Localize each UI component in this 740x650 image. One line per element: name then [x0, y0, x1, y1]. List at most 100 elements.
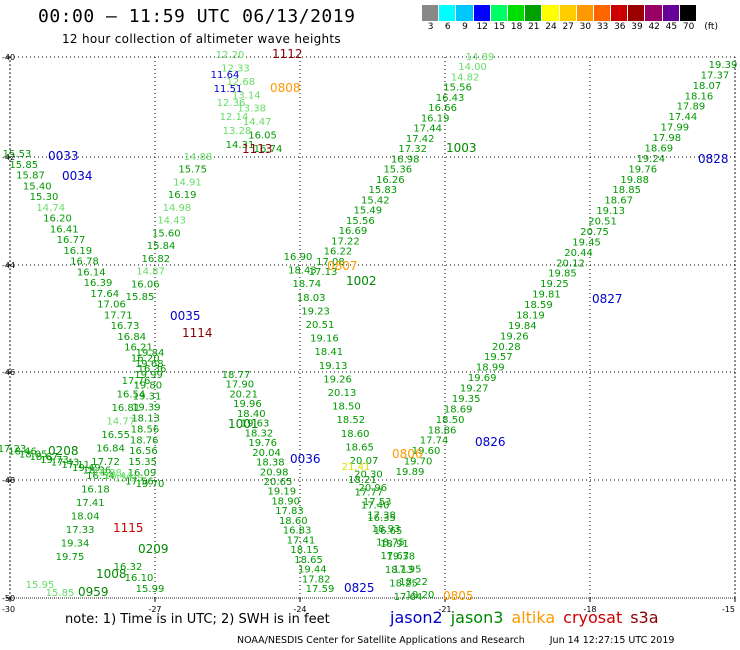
legend-swatch	[473, 5, 491, 21]
swh-value: 17.38	[367, 510, 396, 521]
pass-time-label: 1002	[346, 274, 377, 288]
swh-value: 15.53	[3, 149, 32, 160]
swh-value: 19.44	[298, 565, 327, 576]
swh-value: 18.60	[341, 429, 370, 440]
pass-time-label: 0036	[290, 452, 321, 466]
swh-value: 20.13	[328, 388, 357, 399]
swh-value: 16.35	[367, 513, 396, 524]
swh-value: 14.91	[173, 177, 202, 188]
swh-value: 18.67	[30, 452, 59, 463]
pass-time-label: 0208	[48, 444, 79, 458]
swh-value: 11.51	[214, 84, 243, 95]
swh-value: 16.05	[248, 131, 277, 142]
swh-value: 14.00	[458, 62, 487, 73]
credit-line: NOAA/NESDIS Center for Satellite Applica…	[237, 635, 674, 646]
swh-value: 15.35	[128, 457, 157, 468]
swh-value: 16.56	[129, 446, 158, 457]
swh-value: 16.66	[428, 103, 457, 114]
map-border	[9, 56, 736, 599]
swh-value: 17.06	[97, 300, 126, 311]
swh-value: 17.13	[309, 267, 338, 278]
swh-value: 17.72	[91, 457, 120, 468]
swh-value: 16.20	[131, 353, 160, 364]
swh-value: 13.14	[232, 90, 261, 101]
swh-value: 17.11	[61, 460, 90, 471]
swh-value: 15.95	[26, 580, 55, 591]
swh-value: 16.39	[84, 278, 113, 289]
swh-value: 18.16	[685, 91, 714, 102]
swh-value: 19.81	[532, 290, 561, 301]
legend-swatch	[611, 5, 629, 21]
swh-value: 19.70	[136, 479, 165, 490]
swh-value: 18.50	[436, 415, 465, 426]
swh-value: 16.21	[124, 343, 153, 354]
swh-value: 19.24	[636, 154, 665, 165]
swh-value: 15.36	[383, 165, 412, 176]
swh-value: 12.33	[221, 63, 250, 74]
pass-time-label: 1003	[446, 141, 477, 155]
legend-label: 21	[528, 22, 540, 32]
swh-value: 20.65	[264, 477, 293, 488]
swh-value: 16.77	[57, 235, 86, 246]
swh-value: 19.34	[61, 538, 90, 549]
swh-value: 19.31	[133, 392, 162, 403]
swh-value: 21.41	[342, 462, 371, 473]
swh-value: 18.41	[314, 347, 343, 358]
swh-value: 17.40	[361, 500, 390, 511]
swh-value: 14.82	[451, 72, 480, 83]
swh-value: 19.84	[508, 321, 537, 332]
swh-value: 14.74	[36, 203, 65, 214]
swh-value: 18.05	[19, 449, 48, 460]
swh-value: 19.16	[310, 334, 339, 345]
swh-value: 18.15	[290, 545, 319, 556]
swh-value: 15.49	[354, 206, 383, 217]
color-legend-bar	[422, 5, 697, 21]
pass-time-label: 0806	[392, 447, 423, 461]
swh-value: 20.28	[492, 342, 521, 353]
swh-value: 18.46	[8, 447, 37, 458]
legend-label: 3	[427, 22, 434, 32]
swh-value: 18.76	[130, 435, 159, 446]
legend-label: 42	[648, 22, 660, 32]
swh-value: 18.19	[516, 310, 545, 321]
legend-swatch	[645, 5, 663, 21]
lat-label: -44	[2, 261, 15, 270]
legend-label: 24	[545, 22, 557, 32]
satellite-cryosat: cryosat	[563, 608, 623, 627]
pass-time-label: 0827	[592, 292, 623, 306]
swh-value: 14.77	[106, 417, 135, 428]
swh-value: 14.43	[157, 216, 186, 227]
swh-value: 19.84	[136, 348, 165, 359]
swh-value: 16.10	[125, 573, 154, 584]
swh-value: 16.54	[86, 471, 115, 482]
swh-value: 15.95	[114, 474, 143, 485]
generated-timestamp: Jun 14 12:27:15 UTC 2019	[549, 635, 675, 646]
swh-value: 20.44	[564, 248, 593, 259]
swh-value: 19.96	[233, 399, 262, 410]
swh-value: 15.83	[368, 185, 397, 196]
swh-value: 18.52	[336, 415, 365, 426]
swh-value: 18.07	[693, 81, 722, 92]
swh-value: 16.74	[254, 144, 283, 155]
legend-swatch	[542, 5, 560, 21]
swh-value: 15.56	[443, 83, 472, 94]
swh-value: 16.18	[81, 484, 110, 495]
swh-value: 15.85	[46, 588, 75, 599]
swh-value: 19.20	[406, 590, 435, 601]
swh-value: 16.90	[284, 252, 313, 263]
pass-time-label: 1114	[182, 326, 213, 340]
satellite-s3a: s3a	[630, 608, 659, 627]
swh-value: 14.47	[243, 117, 272, 128]
swh-value: 17.42	[406, 134, 435, 145]
swh-value: 18.67	[604, 196, 633, 207]
lat-label: -50	[2, 594, 15, 603]
swh-value: 19.49	[72, 463, 101, 474]
swh-value: 16.19	[421, 113, 450, 124]
swh-value: 17.90	[225, 380, 254, 391]
swh-value: 17.59	[306, 584, 335, 595]
swh-value: 17.23	[0, 444, 26, 455]
swh-value: 18.50	[332, 402, 361, 413]
legend-label: 30	[579, 22, 592, 32]
legend-swatch	[490, 5, 508, 21]
swh-value: 16.36	[138, 364, 167, 375]
